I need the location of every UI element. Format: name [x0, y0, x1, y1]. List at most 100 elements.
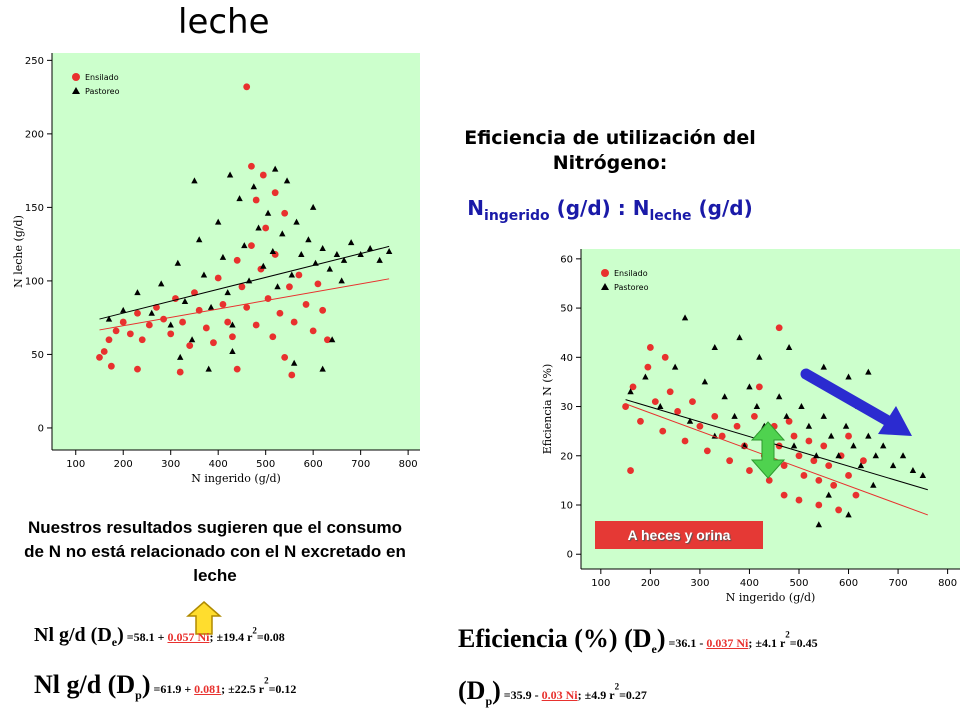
legend-label-ensilado: Ensilado: [614, 269, 648, 278]
x-tick-label: 800: [938, 578, 957, 589]
y-tick-label: 40: [560, 353, 573, 364]
point-pastoreo: [174, 259, 182, 266]
green-arrow-shape: [750, 421, 786, 479]
point-pastoreo: [899, 452, 907, 459]
ratio-mid: (g/d) : N: [549, 196, 650, 220]
legend-label-pastoreo: Pastoreo: [614, 283, 649, 292]
point-pastoreo: [333, 250, 341, 257]
x-tick-label: 700: [889, 578, 908, 589]
point-ensilado: [314, 280, 322, 288]
fit-line-ensilado: [99, 278, 390, 331]
point-ensilado: [302, 301, 310, 308]
point-pastoreo: [827, 432, 835, 439]
point-ensilado: [733, 422, 741, 430]
point-ensilado: [271, 189, 279, 197]
point-ensilado: [179, 318, 186, 326]
x-tick-label: 400: [209, 459, 228, 470]
x-tick-label: 300: [161, 459, 180, 470]
point-ensilado: [830, 481, 838, 489]
point-ensilado: [324, 336, 331, 344]
point-pastoreo: [105, 315, 113, 322]
point-pastoreo: [870, 481, 877, 488]
blue-arrow-head: [878, 406, 912, 436]
point-ensilado: [785, 417, 793, 425]
point-ensilado: [689, 398, 696, 406]
point-ensilado: [269, 333, 277, 341]
point-pastoreo: [326, 265, 333, 272]
point-pastoreo: [319, 245, 326, 252]
point-pastoreo: [642, 373, 649, 380]
point-ensilado: [726, 457, 734, 465]
point-ensilado: [651, 398, 659, 406]
fit-line-pastoreo: [625, 399, 928, 491]
point-ensilado: [319, 306, 327, 314]
slide-title: leche: [178, 2, 270, 42]
point-ensilado: [248, 242, 255, 250]
blue-arrow-shaft: [800, 368, 894, 427]
point-pastoreo: [783, 412, 790, 419]
point-pastoreo: [298, 250, 305, 257]
heading-line2: Nitrógeno:: [552, 152, 668, 174]
point-pastoreo: [229, 321, 236, 328]
point-ensilado: [248, 162, 255, 170]
point-pastoreo: [181, 297, 189, 304]
green-double-arrow-icon: [750, 421, 786, 479]
plot-background: [52, 53, 420, 450]
ratio-formula: Ningerido (g/d) : Nleche (g/d): [420, 196, 800, 224]
point-pastoreo: [366, 245, 374, 252]
point-ensilado: [259, 171, 267, 179]
point-ensilado: [219, 301, 227, 308]
point-pastoreo: [790, 442, 798, 449]
equation-nl-de: Nl g/d (De) =58.1 + 0.057 Ni; ±19.4 r2=0…: [34, 624, 285, 649]
point-ensilado: [718, 432, 726, 440]
point-ensilado: [780, 491, 788, 499]
point-ensilado: [703, 447, 711, 455]
point-ensilado: [711, 412, 719, 420]
point-ensilado: [820, 442, 828, 450]
legend-marker-ensilado: [601, 269, 609, 277]
point-pastoreo: [736, 334, 743, 341]
point-ensilado: [252, 196, 260, 204]
point-pastoreo: [681, 314, 689, 321]
point-ensilado: [186, 342, 194, 350]
y-tick-label: 60: [560, 254, 573, 265]
point-pastoreo: [815, 521, 823, 528]
point-pastoreo: [279, 230, 286, 237]
point-pastoreo: [255, 224, 262, 231]
point-ensilado: [281, 209, 289, 217]
point-pastoreo: [775, 393, 783, 400]
point-pastoreo: [785, 343, 793, 350]
point-pastoreo: [319, 365, 326, 372]
point-pastoreo: [880, 442, 887, 449]
point-ensilado: [845, 432, 852, 440]
point-ensilado: [629, 383, 637, 391]
point-pastoreo: [260, 262, 267, 269]
point-ensilado: [295, 271, 303, 279]
point-ensilado: [210, 339, 217, 347]
point-ensilado: [105, 336, 113, 344]
y-axis-label: N leche (g/d): [12, 215, 25, 288]
point-ensilado: [288, 371, 296, 379]
point-ensilado: [659, 427, 667, 435]
point-pastoreo: [224, 289, 231, 296]
point-pastoreo: [188, 336, 196, 343]
point-pastoreo: [909, 467, 917, 474]
point-ensilado: [805, 437, 813, 445]
point-pastoreo: [850, 442, 857, 449]
point-pastoreo: [376, 256, 383, 263]
legend-marker-pastoreo: [601, 283, 609, 290]
point-ensilado: [637, 417, 644, 425]
x-tick-label: 200: [641, 578, 660, 589]
point-ensilado: [644, 363, 652, 371]
point-ensilado: [138, 336, 146, 344]
point-ensilado: [134, 309, 141, 317]
point-ensilado: [119, 318, 127, 326]
point-ensilado: [290, 318, 298, 326]
point-ensilado: [800, 472, 808, 479]
point-ensilado: [233, 256, 241, 264]
point-pastoreo: [207, 303, 215, 310]
point-ensilado: [681, 437, 689, 445]
point-pastoreo: [340, 256, 348, 263]
point-pastoreo: [214, 218, 222, 225]
y-tick-label: 0: [38, 423, 44, 434]
